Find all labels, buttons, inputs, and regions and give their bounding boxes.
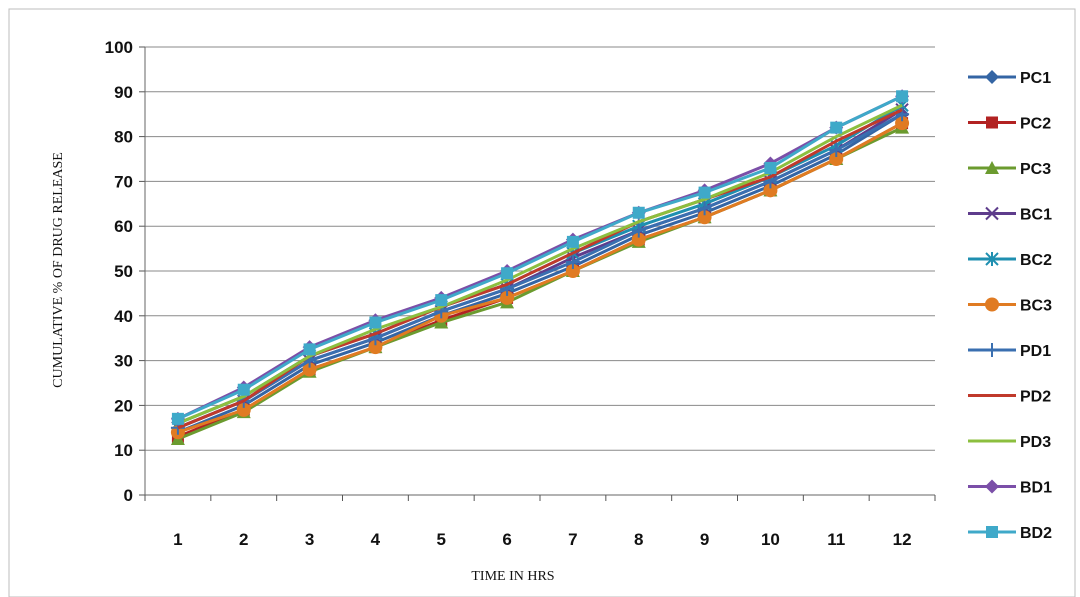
legend-label: PC1: [1020, 70, 1051, 87]
data-point-bd2: [237, 383, 250, 396]
legend-marker: [986, 526, 998, 538]
x-tick-label: 2: [239, 530, 248, 549]
data-point-bc3: [697, 210, 712, 225]
data-point-pd1: [895, 107, 910, 122]
series-line-pc1: [177, 112, 903, 434]
legend: PC1 PC2 PC3 BC1 BC2 BC3 PD1 PD2 PD3 BD1 BD2: [968, 70, 1052, 542]
legend-item-pc3: PC3: [968, 161, 1051, 178]
x-tick-label: 5: [437, 530, 446, 549]
data-point-bd2: [830, 121, 843, 134]
x-tick-label: 10: [761, 530, 780, 549]
series-line-bd1: [177, 94, 903, 421]
series-pd3: [177, 103, 903, 425]
series-layer: [170, 89, 910, 445]
legend-label: BC2: [1020, 252, 1052, 269]
legend-label: BD2: [1020, 525, 1052, 542]
x-tick-label: 1: [173, 530, 182, 549]
data-point-bd2: [171, 412, 184, 425]
series-pd1: [170, 107, 910, 435]
data-point-bc3: [302, 362, 317, 377]
data-point-bd2: [698, 186, 711, 199]
legend-marker: [985, 206, 999, 221]
data-point-bc3: [236, 402, 251, 417]
legend-marker: [985, 343, 999, 357]
data-point-bc3: [368, 340, 383, 355]
data-point-bd2: [501, 267, 514, 280]
data-point-bc3: [565, 264, 580, 278]
data-point-bc3: [500, 290, 515, 305]
legend-item-bc1: BC1: [968, 207, 1052, 224]
y-tick-label: 20: [114, 396, 133, 415]
y-tick-label: 30: [114, 352, 133, 371]
legend-item-pd1: PD1: [968, 343, 1051, 360]
legend-item-bd2: BD2: [968, 525, 1052, 542]
legend-marker: [985, 70, 999, 84]
data-point-bd2: [566, 235, 579, 248]
legend-item-bd1: BD1: [968, 479, 1052, 497]
y-axis-title: CUMULATIVE % OF DRUG RELEASE: [51, 152, 66, 388]
legend-marker: [985, 297, 999, 312]
series-line-bc3: [177, 121, 903, 434]
legend-item-bc3: BC3: [968, 297, 1052, 315]
series-bd2: [171, 90, 909, 425]
data-point-pd1: [697, 201, 712, 216]
data-point-bc3: [829, 152, 844, 166]
legend-item-pc1: PC1: [968, 70, 1051, 87]
legend-label: PD2: [1020, 389, 1051, 406]
legend-label: PC2: [1020, 116, 1051, 133]
legend-item-pc2: PC2: [968, 116, 1051, 133]
x-tick-label: 12: [893, 530, 912, 549]
legend-label: PD3: [1020, 434, 1051, 451]
x-tick-label: 8: [634, 530, 643, 549]
data-point-bd2: [303, 343, 316, 356]
data-point-pd1: [565, 255, 580, 270]
y-tick-label: 90: [114, 83, 133, 102]
data-point-bd2: [369, 316, 382, 329]
y-tick-label: 10: [114, 441, 133, 460]
y-tick-label: 0: [124, 486, 133, 505]
gridlines: [145, 46, 935, 496]
series-line-bd2: [177, 94, 903, 421]
legend-label: BC3: [1020, 298, 1052, 315]
legend-item-pd3: PD3: [968, 434, 1051, 451]
legend-marker: [986, 116, 998, 129]
y-tick-label: 60: [114, 217, 133, 236]
legend-label: PD1: [1020, 343, 1051, 360]
data-point-bc3: [631, 232, 646, 247]
data-point-bd2: [764, 161, 777, 174]
x-tick-label: 4: [371, 530, 381, 549]
y-tick-label: 100: [105, 38, 133, 57]
x-tick-label: 3: [305, 530, 314, 549]
data-point-bd2: [896, 90, 909, 103]
data-point-pd1: [829, 143, 844, 158]
y-tick-label: 70: [114, 172, 133, 191]
x-axis-title: TIME IN HRS: [471, 569, 554, 584]
legend-item-pd2: PD2: [968, 389, 1051, 406]
legend-marker: [985, 252, 999, 266]
legend-marker: [985, 161, 999, 174]
data-point-bc3: [763, 183, 778, 198]
x-tick-label: 7: [568, 530, 577, 549]
y-tick-label: 80: [114, 128, 133, 147]
data-point-bc3: [895, 116, 910, 131]
legend-label: BC1: [1020, 207, 1052, 224]
y-tick-label: 40: [114, 307, 133, 326]
data-point-bd2: [632, 206, 645, 219]
x-tick-label: 6: [502, 530, 511, 549]
x-tick-label: 9: [700, 530, 709, 549]
data-point-bd2: [435, 294, 448, 307]
legend-marker: [985, 479, 999, 494]
y-tick-label: 50: [114, 262, 133, 281]
legend-label: BD1: [1020, 480, 1052, 497]
chart-border: [8, 8, 1076, 597]
series-line-pd1: [177, 112, 903, 430]
series-line-pd3: [177, 103, 903, 425]
legend-item-bc2: BC2: [968, 252, 1052, 269]
x-tick-label: 11: [827, 530, 845, 549]
data-point-pd1: [631, 223, 646, 238]
legend-label: PC3: [1020, 161, 1051, 178]
